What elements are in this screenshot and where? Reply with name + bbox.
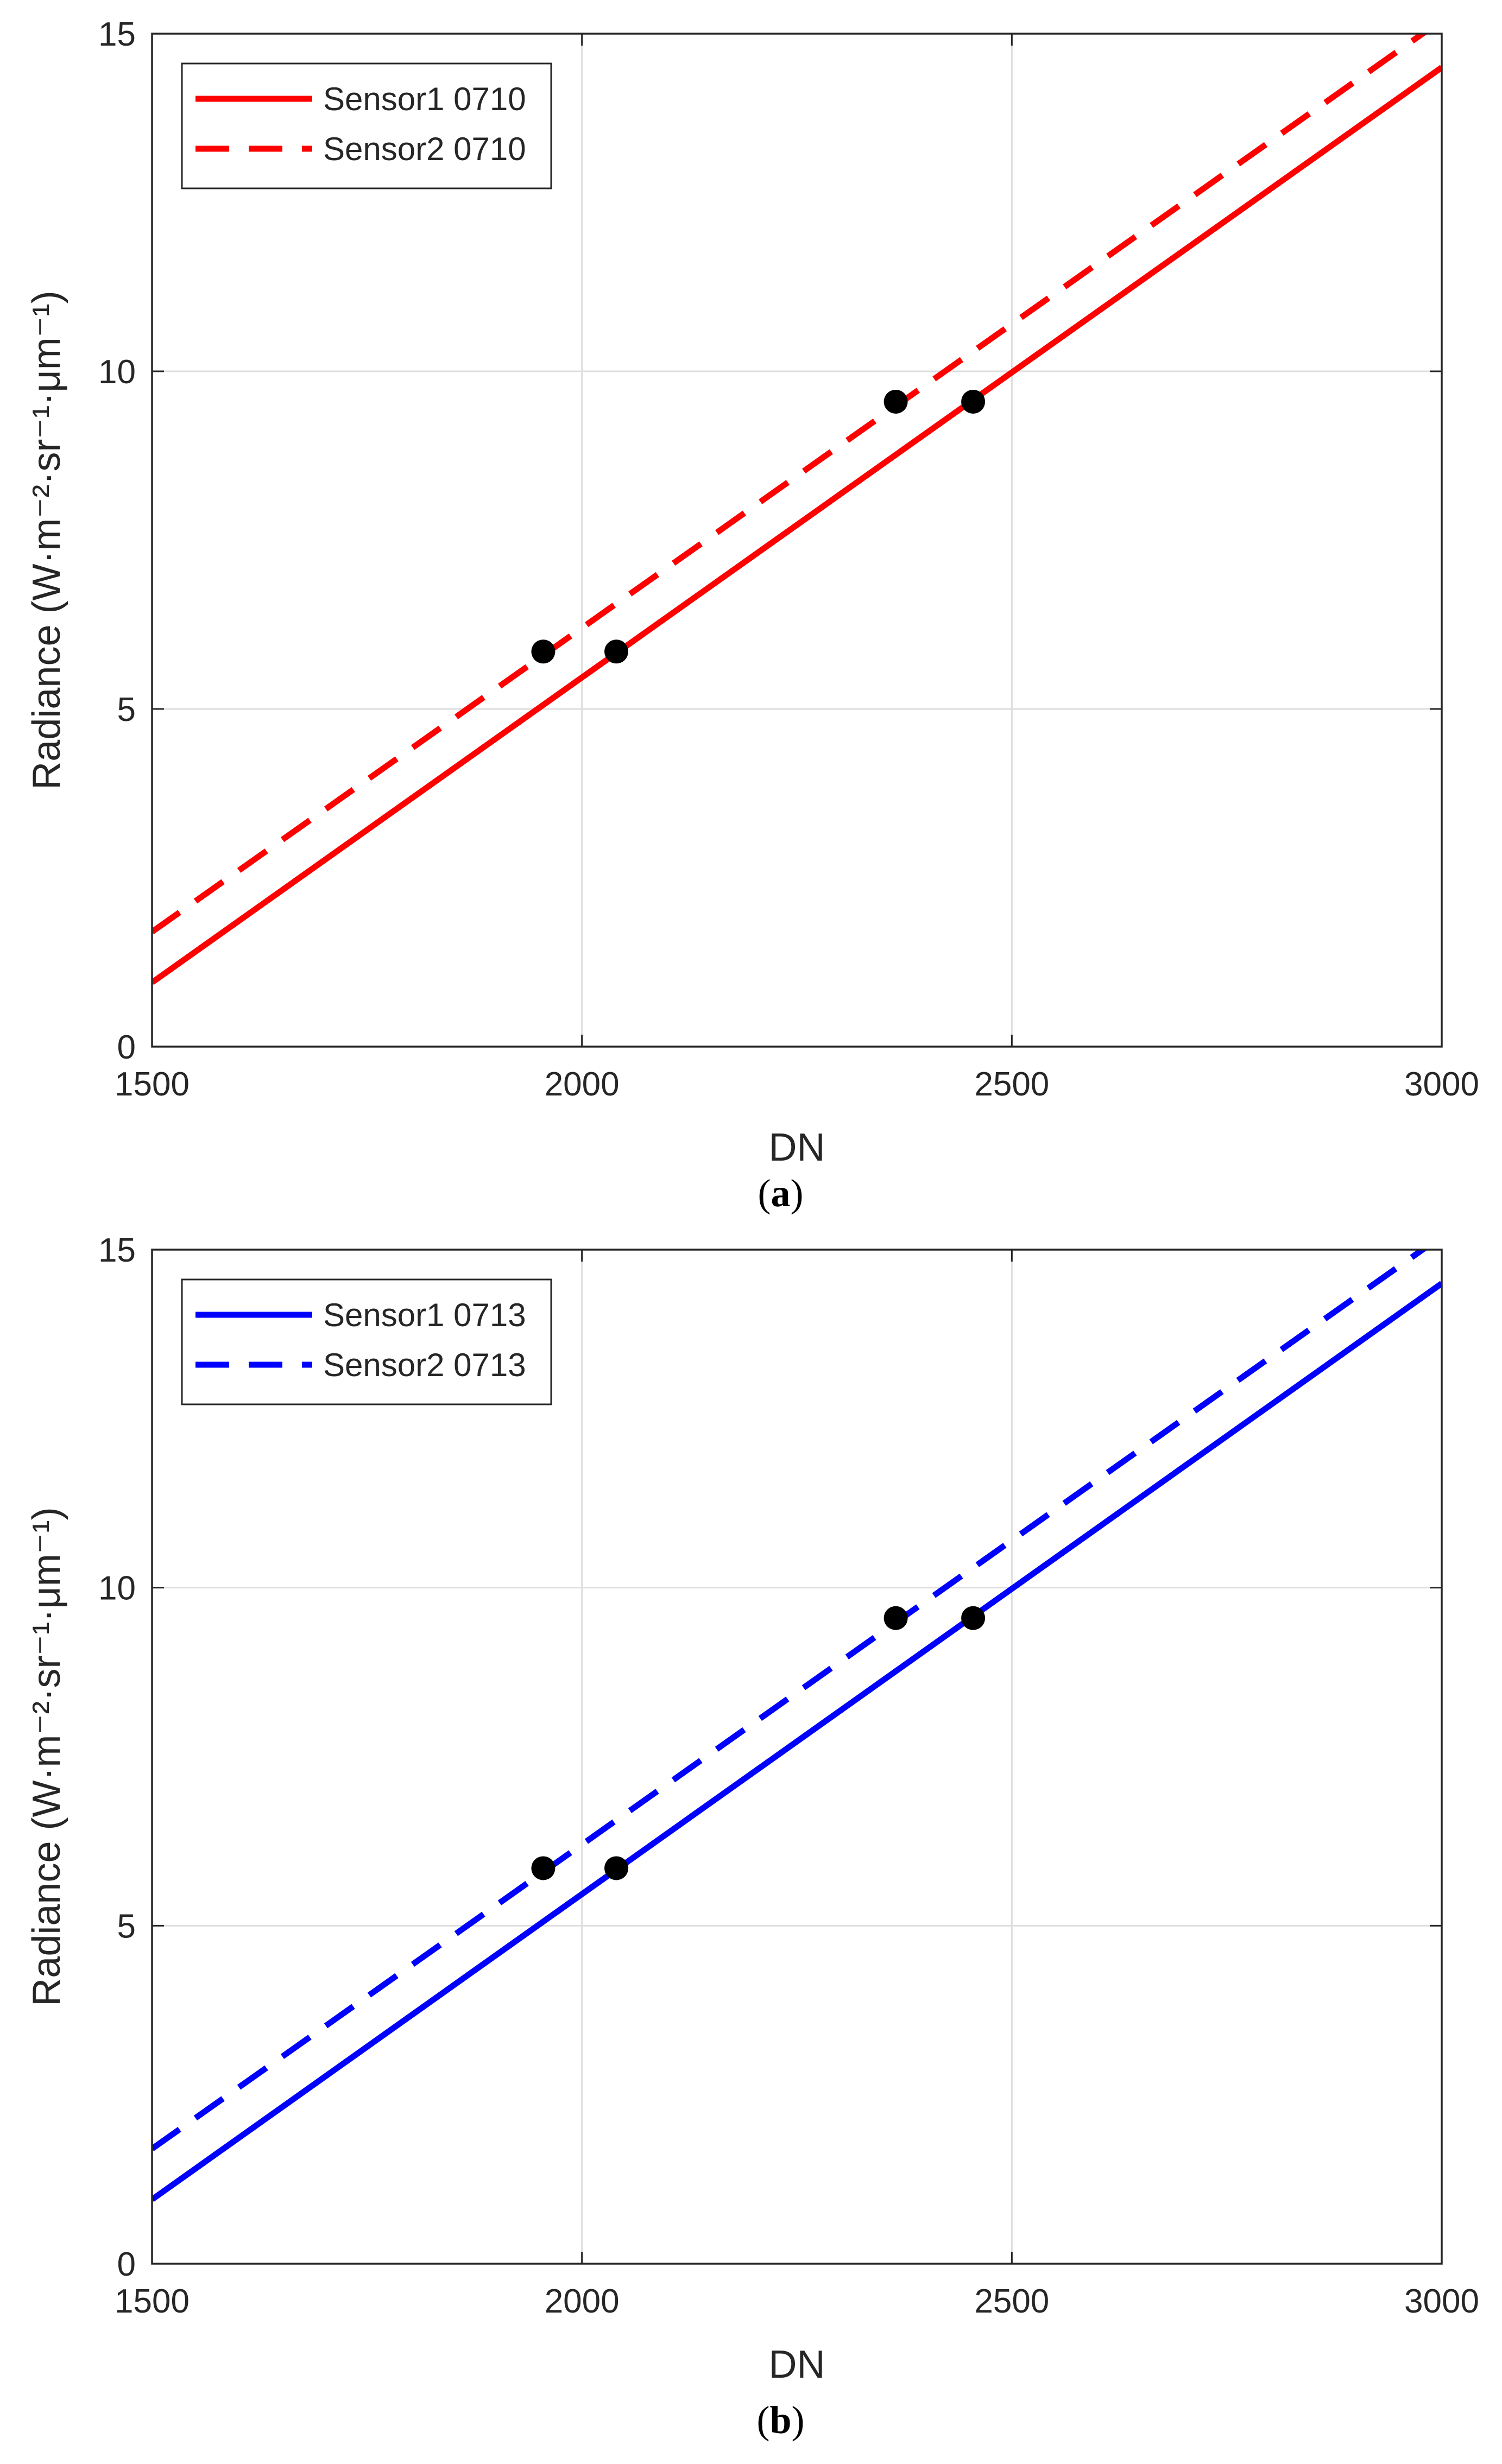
data-point	[604, 1856, 628, 1880]
y-tick-label: 0	[117, 2246, 136, 2283]
x-tick-label: 1500	[115, 1066, 190, 1103]
x-tick-label: 2500	[974, 1066, 1049, 1103]
panel-letter: a	[771, 1171, 791, 1215]
data-point	[883, 1606, 908, 1630]
x-tick-label: 2500	[974, 2283, 1049, 2320]
legend-box	[181, 62, 552, 189]
chart-panel-b: 1500 2000 2500 3000 0 5 10 15 DN Radiance (W·m⁻²·…	[25, 1232, 1479, 2442]
data-point	[531, 639, 556, 664]
y-tick-label: 0	[117, 1029, 136, 1066]
chart-panel-a: 1500 2000 2500 3000 0 5 10 15 DN Radiance (W·m⁻²·…	[25, 16, 1479, 1215]
y-tick-label: 5	[117, 691, 136, 729]
axes-frame	[151, 33, 1443, 1048]
y-tick-label: 15	[98, 1232, 136, 1269]
y-axis-label: Radiance (W·m⁻²·sr⁻¹·μm⁻¹)	[25, 1507, 68, 2006]
data-point	[604, 639, 628, 664]
panel-letter: b	[769, 2398, 791, 2442]
x-tick-label: 2000	[545, 1066, 620, 1103]
x-tick-label: 3000	[1404, 2283, 1479, 2320]
legend-label: Sensor1 0713	[323, 1297, 526, 1333]
legend-label: Sensor1 0710	[323, 81, 526, 117]
legend-label: Sensor2 0713	[323, 1347, 526, 1383]
legend-box	[181, 1278, 552, 1405]
series-line-sensor1	[152, 1281, 1442, 2202]
x-tick-label: 1500	[115, 2283, 190, 2320]
y-tick-label: 10	[98, 353, 136, 391]
y-axis-label: Radiance (W·m⁻²·sr⁻¹·μm⁻¹)	[25, 290, 68, 789]
x-axis-label: DN	[769, 2343, 825, 2386]
data-point	[883, 389, 908, 414]
y-tick-label: 10	[98, 1570, 136, 1607]
axes-frame	[151, 1249, 1443, 2265]
plot-area	[152, 34, 1442, 1047]
data-point	[531, 1856, 556, 1880]
series-line-sensor1	[152, 65, 1442, 985]
panel-caption: (a)	[758, 1171, 804, 1215]
data-point	[961, 1606, 986, 1630]
data-point	[961, 389, 986, 414]
legend-label: Sensor2 0710	[323, 131, 526, 167]
x-tick-label: 2000	[545, 2283, 620, 2320]
legend: Sensor1 0713 Sensor2 0713	[181, 1278, 552, 1405]
x-axis-label: DN	[769, 1126, 825, 1169]
y-tick-label: 15	[98, 16, 136, 53]
plot-area	[152, 1250, 1442, 2264]
x-tick-label: 3000	[1404, 1066, 1479, 1103]
legend: Sensor1 0710 Sensor2 0710	[181, 62, 552, 189]
panel-caption: (b)	[756, 2398, 804, 2442]
y-tick-label: 5	[117, 1908, 136, 1945]
